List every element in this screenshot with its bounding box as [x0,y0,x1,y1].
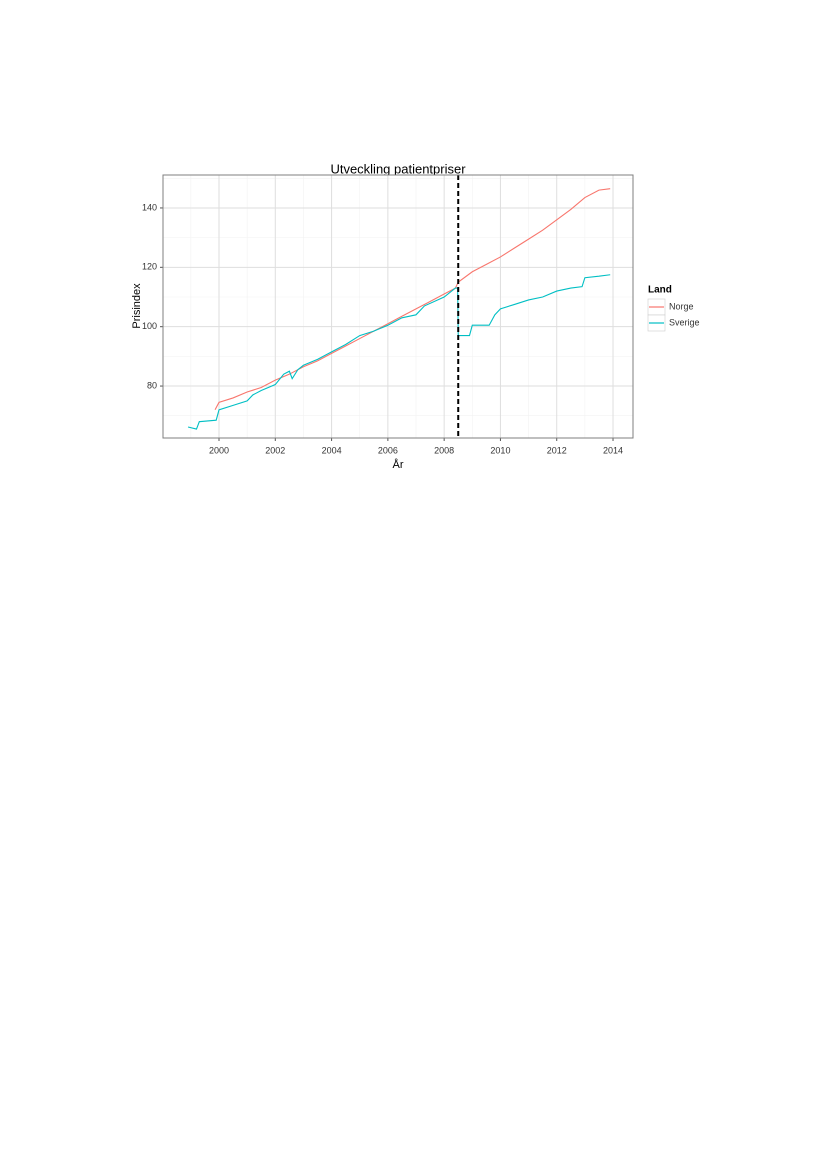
y-tick-label: 80 [147,380,157,390]
y-axis-title: Prisindex [131,283,143,329]
plot-border [162,174,634,439]
legend-label: Norge [669,301,694,311]
x-tick-label: 2010 [490,445,510,455]
x-axis-title: År [393,458,404,471]
y-tick-label: 100 [142,321,157,331]
y-tick-label: 120 [142,262,157,272]
x-tick-label: 2012 [547,445,567,455]
x-tick-label: 2008 [434,445,454,455]
x-tick-label: 2006 [378,445,398,455]
x-tick-label: 2002 [265,445,285,455]
x-tick-label: 2014 [603,445,623,455]
legend-title: Land [648,285,672,296]
series-line [214,188,611,411]
plot-background [163,175,633,438]
legend-label: Sverige [669,317,700,327]
series-line [187,274,611,430]
chart-title: Utveckling patientpriser [330,161,466,176]
x-tick-label: 2000 [209,445,229,455]
y-tick-label: 140 [142,202,157,212]
x-tick-label: 2004 [322,445,342,455]
